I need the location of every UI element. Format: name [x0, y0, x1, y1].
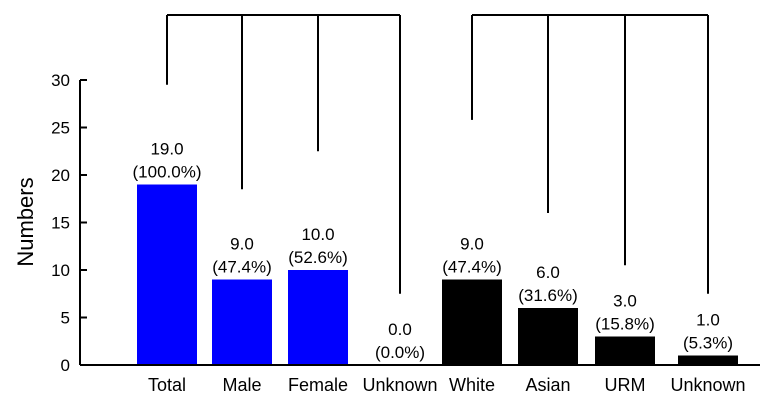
x-tick-label: Unknown [670, 375, 745, 395]
dendrogram [166, 14, 709, 294]
y-tick-label: 10 [51, 261, 70, 280]
percent-label: (5.3%) [683, 334, 733, 353]
x-tick-label: Female [288, 375, 348, 395]
bar-urm [595, 336, 655, 365]
bar-asian [518, 308, 578, 365]
x-tick-label: Total [148, 375, 186, 395]
bar-total [137, 184, 197, 365]
bar-female [288, 270, 348, 365]
y-tick-label: 30 [51, 71, 70, 90]
value-label: 9.0 [230, 235, 254, 254]
x-tick-label: Male [222, 375, 261, 395]
value-label: 3.0 [613, 292, 637, 311]
value-label: 1.0 [696, 311, 720, 330]
x-tick-label: Asian [525, 375, 570, 395]
bar-male [212, 279, 272, 365]
axes: 0 5 10 15 20 25 30 Total Male Female Unknown White A… [51, 71, 760, 395]
percent-label: (100.0%) [133, 163, 202, 182]
y-axis-title: Numbers [13, 177, 38, 266]
bar-unknown [678, 355, 738, 365]
y-tick-label: 20 [51, 166, 70, 185]
x-tick-label: URM [605, 375, 646, 395]
percent-label: (52.6%) [288, 248, 348, 267]
y-tick-label: 0 [61, 356, 70, 375]
y-tick-label: 15 [51, 214, 70, 233]
bars [137, 184, 738, 365]
x-tick-label: White [449, 375, 495, 395]
value-label: 19.0 [150, 140, 183, 159]
bar-white [442, 279, 502, 365]
value-label: 6.0 [536, 263, 560, 282]
data-labels: (100.0%) 19.0 (47.4%) 9.0 (52.6%) 10.0 (0.0%) 0… [133, 140, 734, 363]
percent-label: (15.8%) [595, 315, 655, 334]
percent-label: (0.0%) [375, 343, 425, 362]
value-label: 0.0 [388, 320, 412, 339]
value-label: 9.0 [460, 235, 484, 254]
y-tick-label: 5 [61, 309, 70, 328]
value-label: 10.0 [301, 225, 334, 244]
percent-label: (47.4%) [212, 258, 272, 277]
y-tick-label: 25 [51, 119, 70, 138]
x-tick-label: Unknown [362, 375, 437, 395]
percent-label: (47.4%) [442, 258, 502, 277]
percent-label: (31.6%) [518, 286, 578, 305]
